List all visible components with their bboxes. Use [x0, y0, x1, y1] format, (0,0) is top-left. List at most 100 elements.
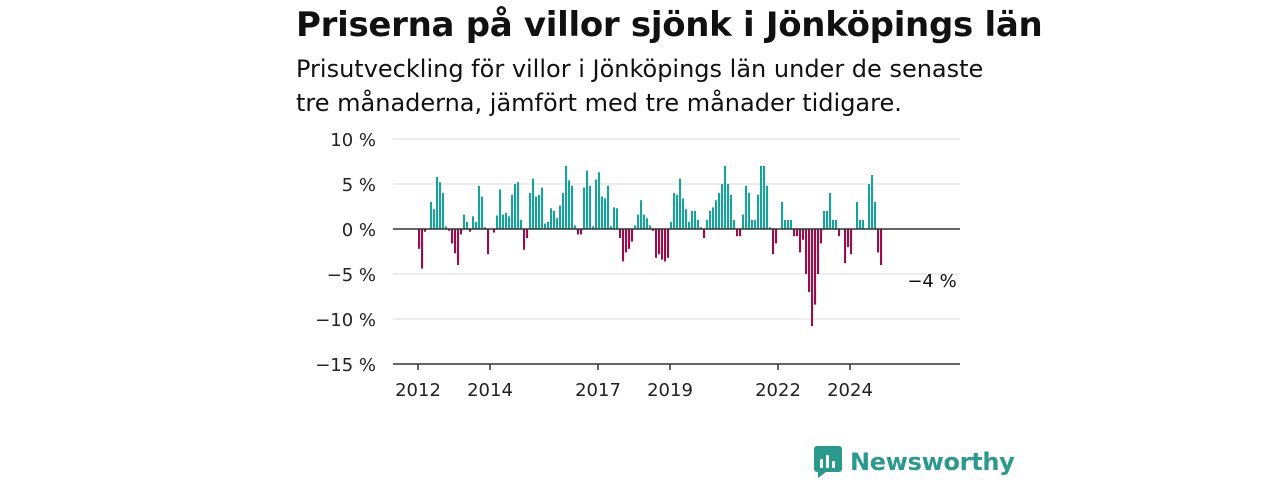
bar [571, 185, 574, 229]
bar [589, 185, 592, 229]
x-tick-label: 2022 [755, 380, 801, 401]
bar [502, 214, 505, 229]
bar [682, 198, 685, 229]
bar [754, 220, 757, 229]
x-tick-label: 2024 [827, 380, 873, 401]
bar [658, 229, 661, 255]
bar [481, 196, 484, 229]
bar [553, 211, 556, 229]
bar [469, 229, 472, 232]
y-tick-label: 5 % [342, 175, 376, 196]
bar [640, 200, 643, 229]
bar [496, 215, 499, 229]
bar [580, 229, 583, 235]
bar [802, 229, 805, 240]
bar [823, 211, 826, 229]
bar [448, 229, 451, 231]
bar [697, 220, 700, 229]
bar [775, 229, 778, 244]
bar [649, 225, 652, 229]
chart-title: Priserna på villor sjönk i Jönköpings lä… [296, 5, 1043, 45]
bar [859, 220, 862, 229]
bar [688, 221, 691, 229]
bar [538, 194, 541, 229]
bar [424, 229, 427, 232]
bar [760, 166, 763, 229]
bar [838, 229, 841, 237]
bar [736, 229, 739, 237]
bar [655, 229, 658, 258]
bar [478, 185, 481, 229]
bar [520, 220, 523, 229]
bar [718, 193, 721, 229]
bar [712, 207, 715, 229]
bar [562, 193, 565, 229]
bar [784, 220, 787, 229]
bar [685, 209, 688, 229]
bar [793, 229, 796, 237]
bar [772, 229, 775, 255]
bar [559, 205, 562, 229]
gridlines [393, 138, 960, 320]
brand-name: Newsworthy [850, 448, 1015, 476]
bar [451, 229, 454, 244]
bar [475, 221, 478, 229]
bar [628, 229, 631, 249]
bar [430, 202, 433, 229]
bar [433, 209, 436, 229]
bar [748, 193, 751, 229]
y-tick-label: 10 % [330, 130, 376, 151]
bar [763, 166, 766, 229]
x-tick-label: 2014 [467, 380, 513, 401]
bar [817, 229, 820, 274]
bar [868, 184, 871, 229]
bar [781, 202, 784, 229]
bar [715, 200, 718, 229]
bar [418, 229, 421, 249]
bar [487, 229, 490, 255]
bar [820, 229, 823, 244]
bar [829, 193, 832, 229]
y-tick-label: −5 % [327, 265, 376, 286]
bar [568, 180, 571, 229]
brand-logo: Newsworthy [814, 446, 1015, 478]
x-tick-label: 2012 [395, 380, 441, 401]
bar [619, 229, 622, 238]
bar [646, 218, 649, 229]
bar [511, 194, 514, 229]
y-tick-label: −10 % [315, 310, 376, 331]
bar [847, 229, 850, 247]
bar [505, 212, 508, 229]
bar [721, 184, 724, 229]
bar [592, 226, 595, 229]
tick-labels: 10 % 5 % 0 % −5 % −10 % −15 % 2012 2014 2017 2019… [315, 130, 873, 401]
bar [472, 216, 475, 229]
bar [595, 179, 598, 229]
bar [466, 221, 469, 229]
bar [769, 227, 772, 229]
bar [613, 207, 616, 229]
bar [751, 220, 754, 229]
bar [733, 220, 736, 229]
bar [499, 189, 502, 229]
bar [565, 166, 568, 229]
bar [727, 184, 730, 229]
bar [874, 202, 877, 229]
bar [523, 229, 526, 250]
bar [529, 193, 532, 229]
bar [607, 185, 610, 229]
bar [787, 220, 790, 229]
bar [634, 225, 637, 229]
bar [532, 178, 535, 229]
bar [661, 229, 664, 260]
bar-chart-speech-bubble-icon [814, 446, 842, 478]
bar [856, 202, 859, 229]
bar [850, 229, 853, 255]
bar [871, 175, 874, 229]
bar [517, 182, 520, 229]
bar [598, 172, 601, 229]
bar [526, 229, 529, 238]
bar [439, 182, 442, 229]
bar [796, 229, 799, 237]
bar [577, 229, 580, 235]
